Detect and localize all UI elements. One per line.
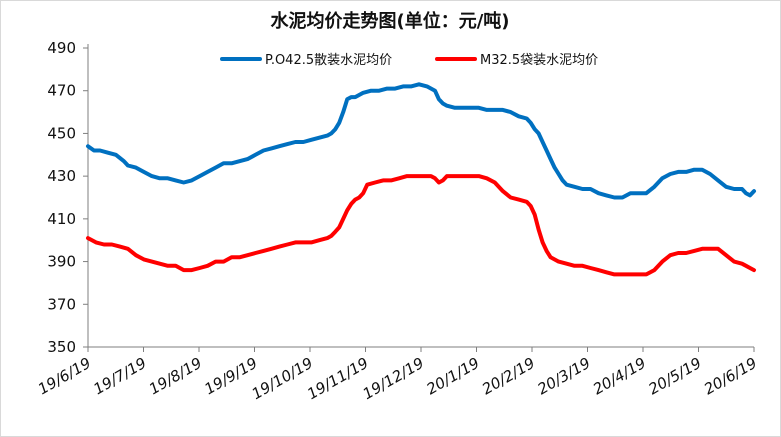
y-tick-label: 490 xyxy=(47,39,76,57)
x-tick-label: 19/6/19 xyxy=(35,354,94,399)
x-tick-label: 20/6/19 xyxy=(701,354,760,399)
x-tick-label: 19/10/19 xyxy=(249,354,316,403)
series-line-0 xyxy=(86,82,756,200)
x-tick-label: 19/11/19 xyxy=(304,354,371,403)
y-tick-label: 450 xyxy=(47,124,76,142)
x-tick-label: 19/7/19 xyxy=(90,354,149,399)
y-tick-label: 350 xyxy=(47,338,76,356)
chart-title: 水泥均价走势图(单位：元/吨) xyxy=(270,10,509,32)
series-layer xyxy=(86,82,756,277)
x-tick-label: 20/4/19 xyxy=(590,354,649,399)
y-axis: 350 370 390 410 430 450 470 490 xyxy=(47,39,89,356)
x-tick-label: 20/3/19 xyxy=(534,354,593,399)
y-tick-label: 470 xyxy=(47,82,76,100)
x-tick-label: 19/8/19 xyxy=(146,354,205,399)
legend-label: M32.5袋装水泥均价 xyxy=(480,53,598,68)
legend-label: P.O42.5散装水泥均价 xyxy=(265,53,392,68)
x-tick-label: 20/1/19 xyxy=(423,354,482,399)
y-tick-label: 390 xyxy=(47,253,76,271)
x-tick-label: 20/5/19 xyxy=(645,354,704,399)
y-tick-label: 370 xyxy=(47,295,76,313)
series-line-1 xyxy=(86,174,756,277)
x-tick-label: 19/12/19 xyxy=(360,354,427,403)
legend: P.O42.5散装水泥均价 M32.5袋装水泥均价 xyxy=(220,53,598,68)
x-tick-label: 20/2/19 xyxy=(479,354,538,399)
y-tick-label: 410 xyxy=(47,210,76,228)
x-axis: 19/6/1919/7/1919/8/1919/9/1919/10/1919/1… xyxy=(35,346,760,403)
y-tick-label: 430 xyxy=(47,167,76,185)
